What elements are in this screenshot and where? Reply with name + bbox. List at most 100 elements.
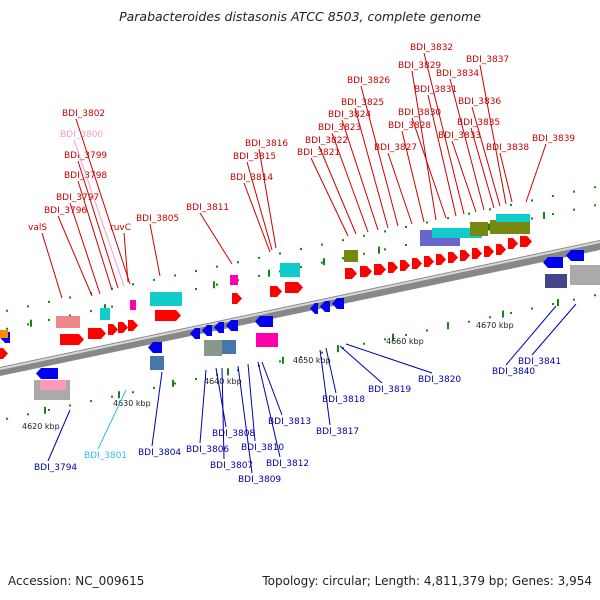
lower-gene-label-leader: [97, 389, 127, 450]
reverse-gene-arrow: [543, 257, 563, 268]
scale-label: 4660 kbp: [386, 337, 424, 346]
forward-gene-arrow: [424, 256, 434, 267]
scale-tick: [447, 322, 449, 330]
lower-gene-label-leader: [531, 303, 577, 356]
upper-guide-dot: [69, 296, 71, 299]
lower-guide-dot: [279, 360, 281, 363]
upper-gene-label: BDI_3834: [436, 69, 479, 79]
upper-guide-dot: [174, 274, 176, 277]
forward-gene-arrow: [0, 348, 8, 359]
rna-feature: [204, 340, 222, 356]
lower-gene-label: BDI_3810: [241, 443, 284, 453]
upper-guide-2-dot: [531, 217, 533, 220]
rna-feature: [0, 330, 8, 338]
upper-gene-label: BDI_3824: [328, 110, 371, 120]
upper-gene-label-leader: [258, 148, 277, 249]
upper-gene-label: BDI_3805: [136, 214, 179, 224]
upper-gene-label: BDI_3823: [318, 123, 361, 133]
lower-guide-dot: [300, 356, 302, 358]
forward-gene-arrow: [400, 260, 410, 271]
rna-feature: [280, 263, 300, 277]
upper-gene-label-leader: [470, 127, 495, 209]
upper-guide-2-dot: [195, 288, 197, 291]
upper-guide-dot: [531, 199, 533, 202]
forward-gene-arrow: [472, 248, 482, 259]
upper-guide-2-dot: [48, 318, 50, 321]
forward-gene-arrow: [520, 236, 532, 247]
lower-gene-label: BDI_3820: [418, 375, 461, 385]
upper-gene-label-leader: [360, 85, 399, 227]
upper-guide-dot: [447, 217, 449, 220]
upper-guide-dot: [489, 208, 491, 211]
upper-gene-label: BDI_3831: [414, 85, 457, 95]
lower-gene-label: BDI_3808: [212, 429, 255, 439]
upper-guide-dot: [153, 278, 155, 281]
upper-guide-dot: [342, 239, 344, 242]
rna-feature: [130, 300, 136, 310]
forward-gene-arrow: [360, 266, 372, 277]
operon-block: [432, 228, 482, 238]
upper-gene-label-leader: [69, 202, 101, 295]
upper-guide-dot: [216, 265, 218, 268]
upper-guide-2-dot: [111, 305, 113, 308]
upper-guide-2-dot: [27, 323, 29, 326]
upper-gene-label-leader: [354, 107, 389, 229]
upper-gene-label-leader: [75, 118, 131, 285]
upper-guide-dot: [300, 248, 302, 250]
topology-label: Topology: circular; Length: 4,811,379 bp…: [262, 574, 592, 588]
lower-gene-label-leader: [325, 347, 337, 394]
forward-gene-arrow: [285, 282, 303, 293]
upper-gene-label: BDI_3797: [56, 193, 99, 203]
upper-gene-label-leader: [451, 140, 477, 213]
scale-tick: [282, 356, 284, 364]
upper-guide-2-dot: [573, 208, 575, 211]
lower-guide-dot: [111, 395, 113, 398]
scale-tick: [172, 379, 174, 387]
upper-guide-2-dot: [552, 213, 554, 216]
forward-gene-arrow: [508, 238, 518, 249]
upper-gene-label-leader: [123, 232, 129, 283]
upper-gene-label: BDI_3825: [341, 98, 384, 108]
scale-tick: [227, 368, 229, 376]
reverse-gene-arrow: [202, 325, 212, 336]
forward-gene-arrow: [118, 322, 128, 333]
upper-guide-2-dot: [384, 248, 386, 251]
upper-guide-2-dot: [300, 266, 302, 268]
upper-guide-dot: [510, 203, 512, 206]
lower-gene-label-leader: [319, 349, 331, 426]
lower-gene-label-leader: [151, 371, 163, 447]
upper-gene-label-leader: [243, 182, 271, 253]
upper-gene-label: BDI_3839: [532, 134, 575, 144]
lower-guide-dot: [531, 307, 533, 310]
upper-guide-dot: [258, 256, 260, 259]
rna-feature: [222, 340, 236, 354]
upper-gene-label-leader: [479, 64, 507, 205]
lower-gene-label-leader: [257, 361, 281, 458]
accession-label: Accession: NC_009615: [8, 574, 145, 588]
scale-tick: [213, 281, 215, 289]
lower-guide-dot: [510, 311, 512, 314]
lower-guide-dot: [426, 329, 428, 332]
lower-guide-dot: [195, 378, 197, 381]
upper-gene-label: BDI_3796: [44, 206, 87, 216]
upper-gene-label-leader: [318, 145, 357, 235]
reverse-gene-arrow: [36, 368, 58, 379]
upper-gene-label: BDI_3828: [388, 121, 431, 131]
lower-gene-label: BDI_3840: [492, 367, 535, 377]
map-title: Parabacteroides distasonis ATCC 8503, co…: [119, 9, 481, 24]
forward-gene-arrow: [496, 244, 506, 255]
lower-gene-label-leader: [221, 367, 225, 460]
forward-gene-arrow: [270, 286, 282, 297]
upper-gene-label-leader: [427, 94, 457, 217]
upper-gene-label-leader: [411, 117, 447, 219]
lower-guide-dot: [48, 408, 50, 411]
lower-gene-label-leader: [505, 305, 557, 366]
operon-block: [470, 222, 488, 236]
lower-gene-label-leader: [199, 369, 207, 444]
scale-label: 4640 kbp: [204, 377, 242, 386]
forward-gene-arrow: [88, 328, 106, 339]
scale-tick: [502, 310, 504, 318]
forward-gene-arrow: [412, 258, 422, 269]
upper-guide-2-dot: [363, 252, 365, 255]
